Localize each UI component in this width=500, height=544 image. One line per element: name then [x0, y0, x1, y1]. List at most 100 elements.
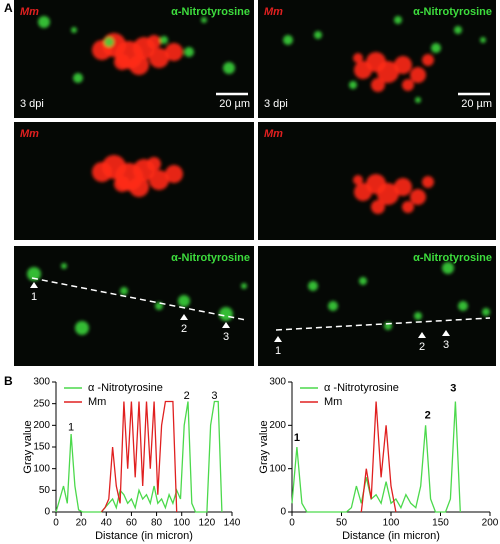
y-tick-label: 100	[269, 463, 286, 474]
mm-signal	[353, 175, 363, 185]
y-tick-label: 200	[33, 420, 50, 431]
nitro-signal	[442, 262, 454, 274]
mm-signal	[402, 79, 414, 91]
nitro-signal	[73, 73, 83, 83]
y-tick-label: 0	[44, 507, 50, 518]
mm-label: Mm	[264, 6, 283, 18]
mm-label: Mm	[20, 128, 39, 140]
nitro-signal	[104, 37, 114, 47]
series-line	[100, 400, 178, 513]
marker-label: 3	[443, 339, 449, 351]
marker-label: 2	[419, 341, 425, 353]
nitro-signal	[120, 287, 128, 295]
mm-signal	[149, 48, 169, 68]
nitro-signal	[482, 308, 490, 316]
series-line	[360, 401, 397, 513]
nitro-signal	[283, 35, 293, 45]
arrowhead	[30, 282, 38, 288]
panel-label: B	[4, 374, 13, 388]
signal	[353, 174, 434, 214]
x-axis-label: Distance (in micron)	[342, 530, 440, 542]
x-tick-label: 120	[199, 518, 216, 529]
nitro-signal	[38, 16, 50, 28]
y-tick-label: 250	[33, 398, 50, 409]
mm-signal	[165, 165, 183, 183]
time-label: 3 dpi	[264, 98, 288, 110]
peak-label: 3	[211, 390, 217, 402]
peak-label: 1	[68, 421, 74, 433]
x-tick-label: 140	[224, 518, 241, 529]
x-tick-label: 100	[173, 518, 190, 529]
y-tick-label: 100	[33, 463, 50, 474]
nitro-signal	[201, 17, 207, 23]
x-tick-label: 150	[432, 518, 449, 529]
mm-signal	[410, 189, 426, 205]
nitro-signal	[184, 47, 194, 57]
mm-signal	[371, 200, 385, 214]
legend-label: Mm	[88, 396, 106, 408]
peak-label: 3	[450, 382, 456, 394]
mm-signal	[410, 67, 426, 83]
nitro-signal	[458, 301, 468, 311]
y-tick-label: 150	[33, 442, 50, 453]
peak-label: 2	[425, 410, 431, 422]
y-tick-label: 300	[33, 377, 50, 388]
nitro-signal	[349, 81, 357, 89]
stain-label: α-Nitrotyrosine	[413, 252, 492, 264]
signal	[92, 155, 183, 197]
y-axis-label: Gray value	[258, 420, 270, 473]
mm-signal	[394, 178, 412, 196]
signal	[283, 16, 486, 103]
mm-label: Mm	[264, 128, 283, 140]
nitro-signal	[308, 281, 318, 291]
mm-signal	[114, 176, 130, 192]
nitro-signal	[454, 26, 462, 34]
mm-label: Mm	[20, 6, 39, 18]
stain-label: α-Nitrotyrosine	[413, 6, 492, 18]
scale-label: 20 µm	[461, 98, 492, 110]
signal	[38, 16, 235, 83]
nitro-signal	[480, 37, 486, 43]
mm-signal	[129, 177, 149, 197]
nitro-signal	[219, 307, 233, 321]
arrowhead	[222, 322, 230, 328]
mm-signal	[353, 53, 363, 63]
mm-signal	[377, 183, 399, 205]
nitro-signal	[61, 263, 67, 269]
series-line	[291, 401, 461, 513]
scale-label: 20 µm	[219, 98, 250, 110]
mm-signal	[371, 78, 385, 92]
nitro-signal	[75, 321, 89, 335]
arrowhead	[442, 330, 450, 336]
nitro-signal	[431, 43, 441, 53]
stain-label: α-Nitrotyrosine	[171, 252, 250, 264]
nitro-signal	[71, 27, 77, 33]
nitro-signal	[394, 16, 402, 24]
nitro-signal	[314, 31, 322, 39]
x-tick-label: 20	[76, 518, 88, 529]
marker-label: 3	[223, 331, 229, 343]
mm-signal	[147, 157, 161, 171]
series-line	[55, 400, 223, 513]
x-axis-label: Distance (in micron)	[95, 530, 193, 542]
y-tick-label: 0	[280, 507, 286, 518]
mm-signal	[114, 54, 130, 70]
mm-signal	[422, 54, 434, 66]
mm-signal	[394, 56, 412, 74]
profile-line	[31, 277, 247, 321]
mm-signal	[165, 43, 183, 61]
marker-label: 1	[275, 345, 281, 357]
mm-signal	[402, 201, 414, 213]
x-tick-label: 0	[53, 518, 59, 529]
nitro-signal	[223, 62, 235, 74]
micrograph	[258, 246, 496, 366]
x-tick-label: 60	[126, 518, 138, 529]
nitro-signal	[160, 36, 168, 44]
nitro-signal	[414, 312, 422, 320]
x-tick-label: 0	[289, 518, 295, 529]
x-tick-label: 200	[482, 518, 499, 529]
legend-label: α -Nitrotyrosine	[324, 382, 399, 394]
signal	[27, 263, 247, 335]
mm-signal	[377, 61, 399, 83]
